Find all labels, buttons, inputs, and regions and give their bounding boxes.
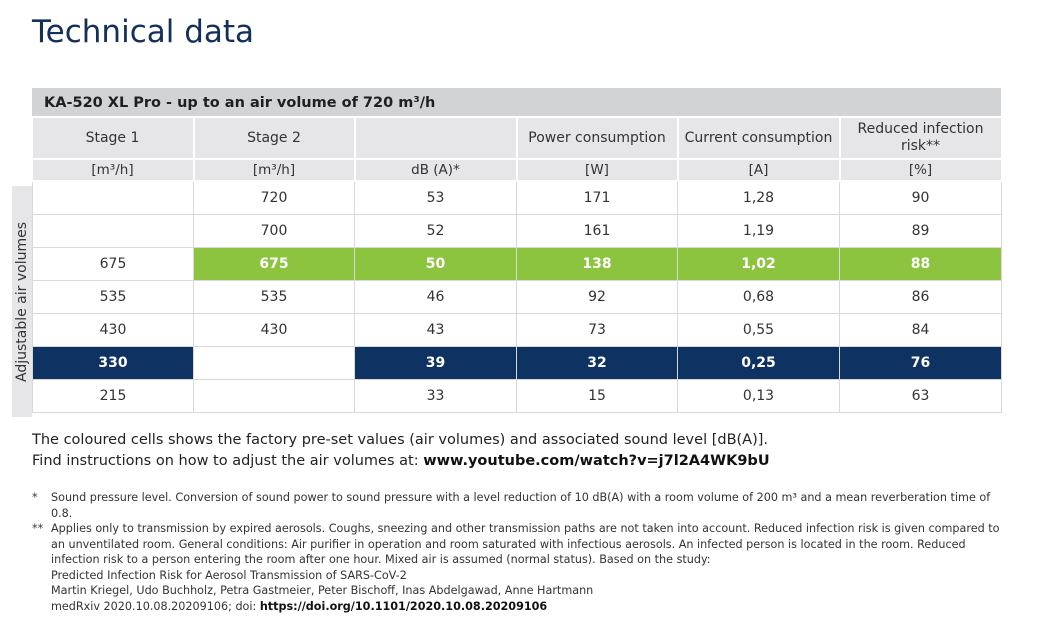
- table-cell: 86: [839, 280, 1002, 314]
- table-cell-highlighted: 39: [354, 346, 517, 380]
- table-cell: 1,28: [677, 180, 840, 215]
- note-line-2: Find instructions on how to adjust the a…: [32, 451, 770, 472]
- table-cell: 33: [354, 379, 517, 413]
- table-cell: 1,19: [677, 214, 840, 248]
- table-cell: 52: [354, 214, 517, 248]
- table-cell: 0,68: [677, 280, 840, 314]
- table-cell: 161: [516, 214, 678, 248]
- table-cell: 215: [32, 379, 194, 413]
- table-row-preset-navy: 330 39 32 0,25 76: [32, 346, 1002, 380]
- unit-row: [m³/h] [m³/h] dB (A)* [W] [A] [%]: [32, 159, 1003, 182]
- table-row: 215 33 15 0,13 63: [32, 379, 1002, 413]
- table-cell: [32, 180, 194, 215]
- unit-current: [A]: [677, 159, 841, 182]
- table-cell-highlighted: 0,25: [677, 346, 840, 380]
- table-cell: 720: [193, 180, 355, 215]
- table-cell: [193, 346, 355, 380]
- note-line-2-prefix: Find instructions on how to adjust the a…: [32, 453, 424, 469]
- footnote-2-text: Applies only to transmission by expired …: [51, 522, 1000, 566]
- table-cell: 430: [32, 313, 194, 347]
- side-label-box: Adjustable air volumes: [12, 186, 32, 417]
- table-cell-highlighted: 330: [32, 346, 194, 380]
- table-cell: 43: [354, 313, 517, 347]
- table-cell: 15: [516, 379, 678, 413]
- note-line-1: The coloured cells shows the factory pre…: [32, 432, 769, 448]
- study-ref-prefix: medRxiv 2020.10.08.20209106; doi:: [51, 599, 260, 613]
- table-cell: 430: [193, 313, 355, 347]
- table-row: 430 430 43 73 0,55 84: [32, 313, 1002, 347]
- table-cell: 535: [193, 280, 355, 314]
- table-cell: 700: [193, 214, 355, 248]
- footnote-1: * Sound pressure level. Conversion of so…: [32, 490, 1007, 521]
- data-grid: Stage 1 Stage 2 Power consumption Curren…: [32, 118, 1003, 413]
- table-cell: [193, 379, 355, 413]
- table-cell-highlighted: 138: [516, 247, 678, 281]
- unit-sound: dB (A)*: [354, 159, 518, 182]
- doi-link[interactable]: https://doi.org/10.1101/2020.10.08.20209…: [259, 599, 548, 613]
- table-cell: 73: [516, 313, 678, 347]
- page-title: Technical data: [32, 14, 255, 50]
- column-header-stage-2: Stage 2: [193, 118, 356, 160]
- unit-infection-risk: [%]: [839, 159, 1003, 182]
- table-cell: 535: [32, 280, 194, 314]
- table-cell: 90: [839, 180, 1002, 215]
- table-cell: 92: [516, 280, 678, 314]
- column-header-stage-1: Stage 1: [32, 118, 195, 160]
- table-cell: 89: [839, 214, 1002, 248]
- table-cell: 171: [516, 180, 678, 215]
- table-cell: 53: [354, 180, 517, 215]
- table-cell-highlighted: 675: [193, 247, 355, 281]
- footnote-2: ** Applies only to transmission by expir…: [32, 521, 1007, 614]
- footnote-1-text: Sound pressure level. Conversion of soun…: [51, 491, 991, 520]
- table-row-preset-green: 675 675 50 138 1,02 88: [32, 247, 1002, 281]
- footnote-1-mark: *: [32, 491, 38, 504]
- unit-stage-1: [m³/h]: [32, 159, 195, 182]
- study-reference: medRxiv 2020.10.08.20209106; doi: https:…: [51, 599, 1007, 615]
- table-cell: 0,55: [677, 313, 840, 347]
- table-cell: 63: [839, 379, 1002, 413]
- table-cell-highlighted: 88: [839, 247, 1002, 281]
- footnote-2-mark: **: [32, 522, 44, 535]
- table-cell: 84: [839, 313, 1002, 347]
- column-header-infection-risk: Reduced infection risk**: [839, 118, 1003, 160]
- study-authors: Martin Kriegel, Udo Buchholz, Petra Gast…: [51, 584, 594, 597]
- column-header-current: Current consumption: [677, 118, 841, 160]
- youtube-link[interactable]: www.youtube.com/watch?v=j7l2A4WK9bU: [423, 453, 770, 469]
- unit-power: [W]: [516, 159, 679, 182]
- preset-note: The coloured cells shows the factory pre…: [32, 430, 770, 472]
- table-title: KA-520 XL Pro - up to an air volume of 7…: [32, 88, 1001, 118]
- table-row: 535 535 46 92 0,68 86: [32, 280, 1002, 314]
- study-title: Predicted Infection Risk for Aerosol Tra…: [51, 568, 407, 582]
- header-row: Stage 1 Stage 2 Power consumption Curren…: [32, 118, 1003, 160]
- column-header-sound: [354, 118, 518, 160]
- column-header-power: Power consumption: [516, 118, 679, 160]
- unit-stage-2: [m³/h]: [193, 159, 356, 182]
- table-cell: 675: [32, 247, 194, 281]
- table-cell-highlighted: 32: [516, 346, 678, 380]
- table-row: 720 53 171 1,28 90: [32, 180, 1002, 215]
- table-cell: 0,13: [677, 379, 840, 413]
- table-cell-highlighted: 50: [354, 247, 517, 281]
- table-cell-highlighted: 76: [839, 346, 1002, 380]
- table-cell: 46: [354, 280, 517, 314]
- table-cell-highlighted: 1,02: [677, 247, 840, 281]
- table-row: 700 52 161 1,19 89: [32, 214, 1002, 248]
- technical-data-table: KA-520 XL Pro - up to an air volume of 7…: [32, 88, 1003, 413]
- footnotes: * Sound pressure level. Conversion of so…: [32, 490, 1007, 614]
- side-label: Adjustable air volumes: [14, 221, 30, 382]
- table-cell: [32, 214, 194, 248]
